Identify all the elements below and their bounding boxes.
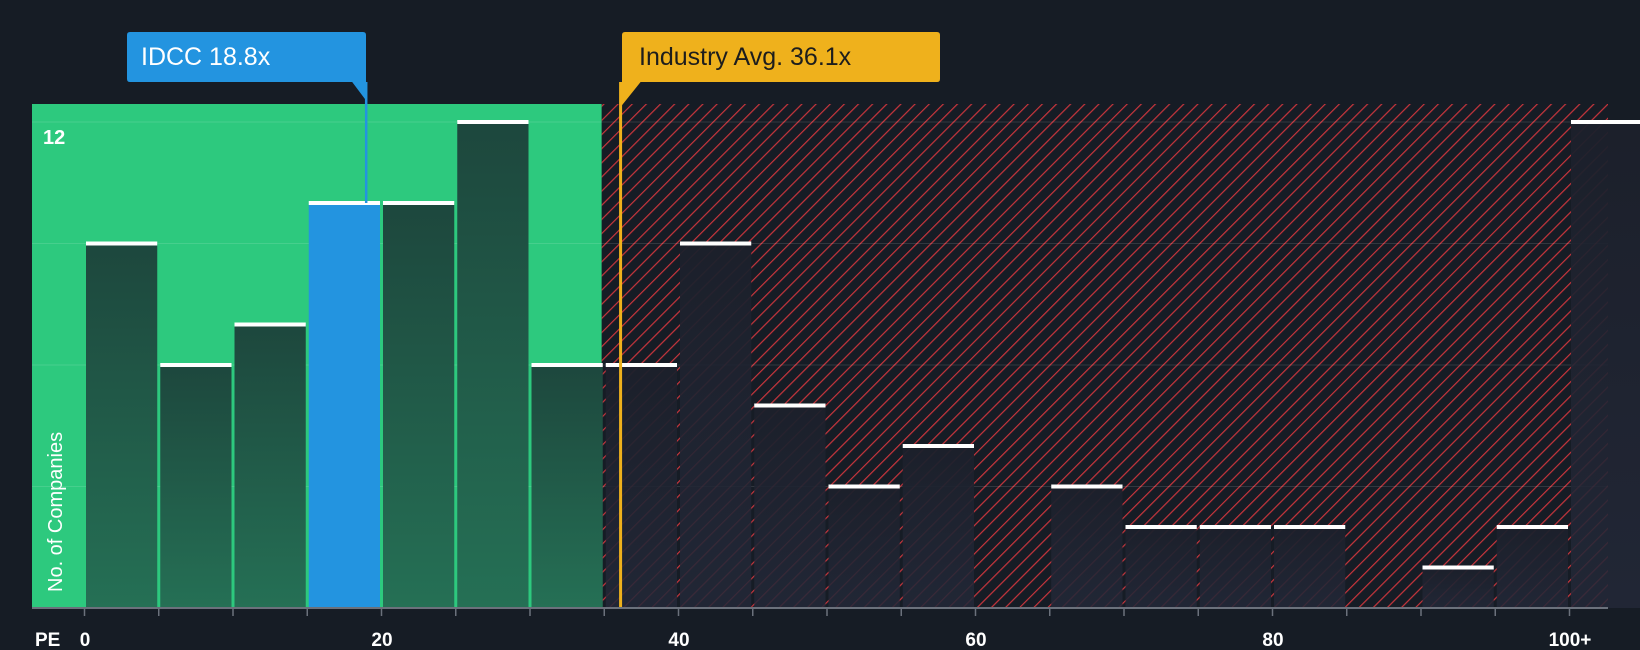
histogram-bar [680,243,752,608]
x-tick-label: 60 [965,630,986,650]
bar-top-cap [1051,484,1123,489]
x-tick-label: 40 [668,630,689,650]
bar-top-cap [234,322,306,327]
x-tick-label: 0 [80,630,91,650]
company-callout [127,32,368,102]
bar-top-cap [1274,525,1346,529]
bar-top-cap [1496,525,1568,529]
bar-top-cap [308,201,380,205]
histogram-bar [1422,567,1494,608]
bar-top-cap [457,120,529,124]
x-tick-label: 80 [1262,630,1283,650]
bar-top-cap [160,363,232,367]
company-callout-label: IDCC 18.8x [141,43,271,71]
histogram-bar [605,365,677,608]
bar-top-cap [605,363,677,367]
histogram-bar [457,122,529,608]
industry-avg-callout [619,32,940,107]
histogram-bar [383,203,455,608]
histogram-bar [828,486,900,608]
histogram-bar [1274,527,1346,608]
y-axis-title: No. of Companies [45,432,67,592]
bar-top-cap [531,363,603,367]
histogram-bar [234,324,306,608]
histogram-bar [1125,527,1197,608]
histogram-bar [902,446,974,608]
industry-avg-callout-label: Industry Avg. 36.1x [639,43,852,71]
bar-top-cap [1571,120,1640,124]
bar-top-cap [86,241,158,246]
y-axis-max-label: 12 [43,127,65,149]
histogram-bar [86,243,158,608]
bar-top-cap [383,201,455,205]
bar-top-cap [1199,525,1271,529]
bar-top-cap [828,484,900,489]
bar-top-cap [902,444,974,448]
histogram-bar [531,365,603,608]
histogram-bar [1571,122,1640,608]
histogram-bar [1199,527,1271,608]
x-axis-title: PE [35,630,60,650]
histogram-bar [754,405,826,608]
bar-top-cap [1422,565,1494,570]
histogram-bar [1051,486,1123,608]
histogram-bar [1496,527,1568,608]
bar-top-cap [1125,525,1197,529]
x-tick-label: 20 [371,630,392,650]
bar-top-cap [680,241,752,246]
bar-top-cap [754,403,826,408]
x-tick-label: 100+ [1549,630,1592,650]
histogram-bar [160,365,232,608]
histogram-bar [308,203,380,608]
